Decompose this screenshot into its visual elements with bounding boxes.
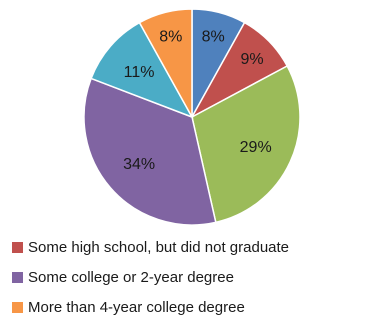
legend-swatch xyxy=(12,241,23,253)
pie-data-label: 29% xyxy=(240,139,272,156)
pie-slice xyxy=(83,77,217,226)
pie-slice xyxy=(90,21,194,119)
pie-slices xyxy=(83,8,301,226)
legend-item: Some high school, but did not graduate xyxy=(12,232,289,262)
legend-swatch xyxy=(12,271,23,283)
legend-item: More than 4-year college degree xyxy=(12,292,289,322)
pie-slice xyxy=(138,8,193,120)
pie-data-labels: 8% 9% 29% 34% 11% 8% xyxy=(123,28,272,172)
legend-label: Some college or 2-year degree xyxy=(28,268,234,286)
pie-slice xyxy=(191,64,301,224)
legend: Some high school, but did not graduate S… xyxy=(12,232,289,322)
pie-chart: 8% 9% 29% 34% 11% 8% xyxy=(83,8,301,226)
pie-data-label: 9% xyxy=(240,51,263,68)
legend-swatch xyxy=(12,301,23,313)
pie-data-label: 8% xyxy=(202,28,225,45)
pie-data-label: 11% xyxy=(124,64,155,81)
pie-data-label: 8% xyxy=(159,28,182,45)
pie-data-label: 34% xyxy=(123,156,155,173)
legend-label: Some high school, but did not graduate xyxy=(28,238,290,256)
legend-label: More than 4-year college degree xyxy=(28,298,245,316)
legend-item: Some college or 2-year degree xyxy=(12,262,289,292)
